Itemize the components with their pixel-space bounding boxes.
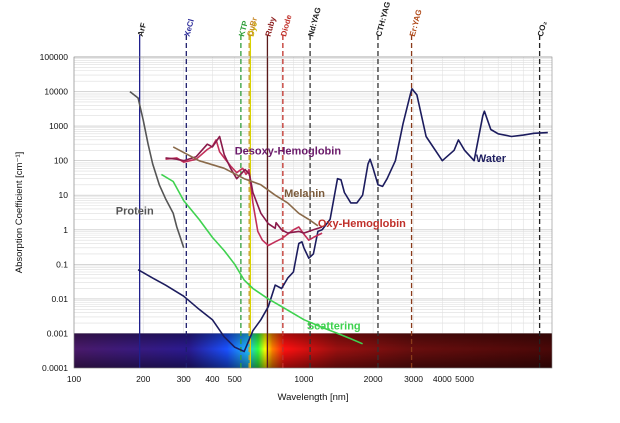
x-tick-label: 1000 <box>294 374 313 384</box>
y-tick-labels: 100000 10000 1000 100 10 1 0.1 0.01 0.001 0.0001 <box>40 52 69 373</box>
series-line-protein <box>129 90 185 249</box>
series-label: Melanin <box>284 188 325 200</box>
y-tick-label: 100 <box>54 156 68 166</box>
y-tick-label: 0.0001 <box>42 363 68 373</box>
series-label: Scattering <box>307 321 361 333</box>
y-tick-label: 10000 <box>44 87 68 97</box>
x-tick-label: 500 <box>228 374 242 384</box>
laser-label: Diode <box>279 13 294 37</box>
absorption-curves <box>129 88 548 353</box>
x-tick-label: 100 <box>67 374 81 384</box>
series-line-melanin <box>172 146 319 227</box>
series-line-scattering <box>160 173 363 345</box>
y-tick-label: 0.01 <box>51 294 68 304</box>
series-label: Protein <box>116 205 154 217</box>
x-tick-label: 200 <box>136 374 150 384</box>
y-tick-label: 100000 <box>40 52 69 62</box>
curve-labels: Water Protein Oxy-Hemoglobin Desoxy-Hemoglo… <box>116 146 507 333</box>
laser-label: Nd:YAG <box>306 6 322 37</box>
series-label: Water <box>476 153 507 165</box>
laser-label: Ruby <box>264 15 278 37</box>
series-label: Desoxy-Hemoglobin <box>235 146 342 158</box>
laser-label: Er:YAG <box>408 8 424 37</box>
x-axis-title: Wavelength [nm] <box>278 392 349 403</box>
laser-label: XeCl <box>183 18 196 38</box>
y-tick-label: 10 <box>59 190 69 200</box>
x-tick-label: 300 <box>177 374 191 384</box>
x-tick-label: 2000 <box>364 374 383 384</box>
series-line-oxy-hemoglobin <box>165 139 323 247</box>
series-line-water <box>137 88 548 353</box>
x-tick-label: 400 <box>205 374 219 384</box>
y-tick-label: 1 <box>63 225 68 235</box>
y-tick-label: 0.001 <box>47 328 69 338</box>
laser-label: KTP <box>237 19 250 37</box>
y-axis-title: Absorption Coefficient [cm⁻¹] <box>14 152 25 274</box>
spectrum-band-shading <box>74 333 552 368</box>
y-tick-label: 1000 <box>49 121 68 131</box>
series-line-desoxy-hemoglobin <box>165 135 323 234</box>
x-tick-label: 3000 <box>404 374 423 384</box>
x-tick-label: 5000 <box>455 374 474 384</box>
series-label: Oxy-Hemoglobin <box>318 218 406 230</box>
laser-label: Dye <box>247 20 260 37</box>
laser-label: CTH:YAG <box>374 1 392 38</box>
x-tick-label: 4000 <box>433 374 452 384</box>
y-tick-label: 0.1 <box>56 259 68 269</box>
x-tick-labels: 100 200 300 400 500 1000 2000 3000 4000 5000 <box>67 374 474 384</box>
laser-wavelength-lines <box>138 35 541 368</box>
plot-frame <box>73 56 553 369</box>
laser-label: CO₂ <box>536 20 549 38</box>
laser-label: ArF <box>136 22 148 38</box>
